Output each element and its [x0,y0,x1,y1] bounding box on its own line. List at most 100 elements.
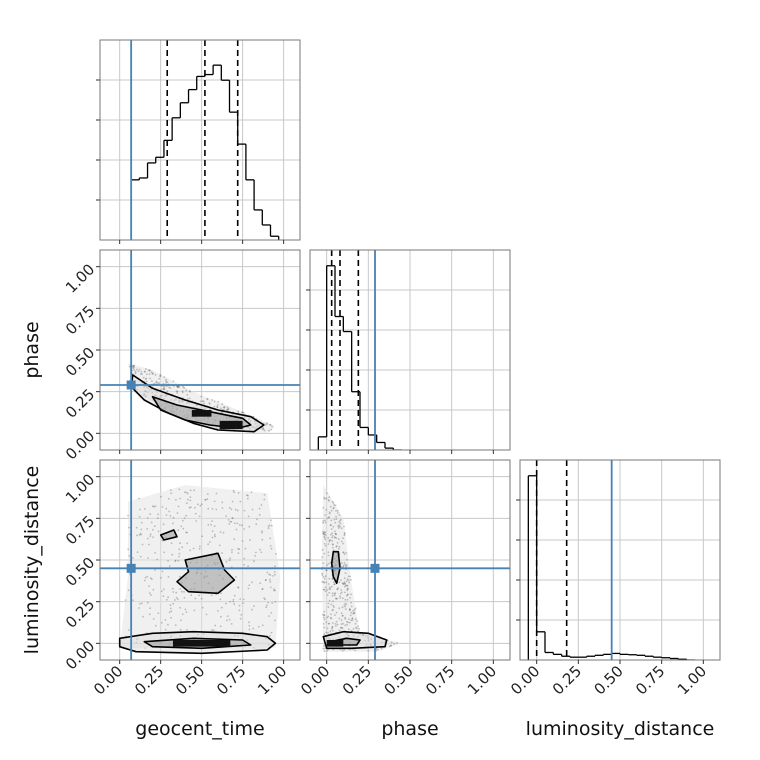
sample-point [268,573,271,576]
sample-point [237,552,240,555]
sample-point [231,548,233,551]
y-tick-label-luminosity_distance-2: 0.50 [62,554,98,590]
sample-point [204,499,207,501]
sample-point [131,366,134,369]
sample-point [329,524,332,527]
sample-point [332,525,335,528]
sample-point [150,594,152,596]
sample-point [149,535,152,537]
sample-point [207,507,210,510]
sample-point [186,398,189,401]
sample-point [184,608,187,611]
sample-point [324,538,327,541]
x-tick-label-geocent_time-1: 0.25 [131,662,167,698]
sample-point [323,496,325,499]
sample-point [207,523,210,526]
sample-point [333,581,335,583]
sample-point [347,593,349,596]
sample-point [192,547,195,550]
sample-point [225,515,228,517]
sample-point [239,524,241,526]
x-axis-label-luminosity_distance: luminosity_distance [526,718,715,740]
sample-point [262,427,264,429]
hist-geocent_time-frame [99,39,301,241]
y-tick-label-phase-0: 0.00 [62,427,98,463]
sample-point [185,491,188,494]
sample-point [133,369,136,371]
sample-point [140,528,143,531]
sample-point [164,628,167,631]
sample-point [249,539,251,541]
sample-point [321,572,323,575]
sample-point [169,515,172,517]
sample-point [328,516,330,519]
sample-point [194,506,196,509]
sample-point [189,390,192,393]
sample-point [339,595,341,597]
sample-point [325,509,328,511]
sample-point [322,588,325,591]
sample-point [156,517,159,520]
sample-point [322,507,325,509]
sample-point [261,624,264,627]
sample-point [169,387,172,389]
sample-point [182,385,185,388]
sample-point [189,549,192,552]
sample-point [181,546,184,548]
sample-point [335,515,337,518]
sample-point [273,571,276,573]
sample-point [144,378,147,380]
sample-point [367,649,370,652]
sample-point [350,601,353,604]
sample-point [326,589,328,591]
sample-point [327,631,329,634]
sample-point [344,598,347,601]
sample-point [321,581,323,583]
sample-point [150,521,153,524]
sample-point [328,586,331,589]
sample-point [207,543,210,546]
sample-point [389,644,392,647]
sample-point [185,502,188,505]
sample-point [149,577,152,579]
sample-point [144,576,147,579]
sample-point [352,612,355,615]
sample-point [198,515,201,518]
sample-point [336,509,339,512]
sample-point [251,581,254,584]
sample-point [328,588,331,590]
sample-point [228,618,231,621]
sample-point [234,508,237,511]
sample-point [176,385,179,388]
sample-point [269,423,271,426]
sample-point [323,519,326,522]
sample-point [335,533,337,535]
sample-point [259,548,261,551]
sample-point [331,540,334,542]
y-tick-label-phase-4: 1.00 [62,260,98,296]
x-tick-label-geocent_time-2: 0.50 [172,662,208,698]
sample-point [333,504,335,506]
sample-point [322,530,324,533]
sample-point [269,424,272,426]
sample-point [266,423,269,425]
sample-point [334,623,337,625]
sample-point [350,593,352,596]
hist-luminosity_distance [516,459,721,664]
sample-point [329,539,332,542]
sample-point [333,518,336,521]
sample-point [154,552,157,554]
sample-point [347,575,350,578]
sample-point [186,531,188,534]
sample-point [185,531,188,534]
x-tick-label-geocent_time-4: 1.00 [254,662,290,698]
sample-point [229,600,232,603]
sample-point [135,526,138,529]
sample-point [239,617,242,620]
sample-point [165,514,168,516]
sample-point [241,540,244,542]
sample-point [217,610,219,612]
sample-point [148,370,151,372]
sample-point [210,523,213,526]
